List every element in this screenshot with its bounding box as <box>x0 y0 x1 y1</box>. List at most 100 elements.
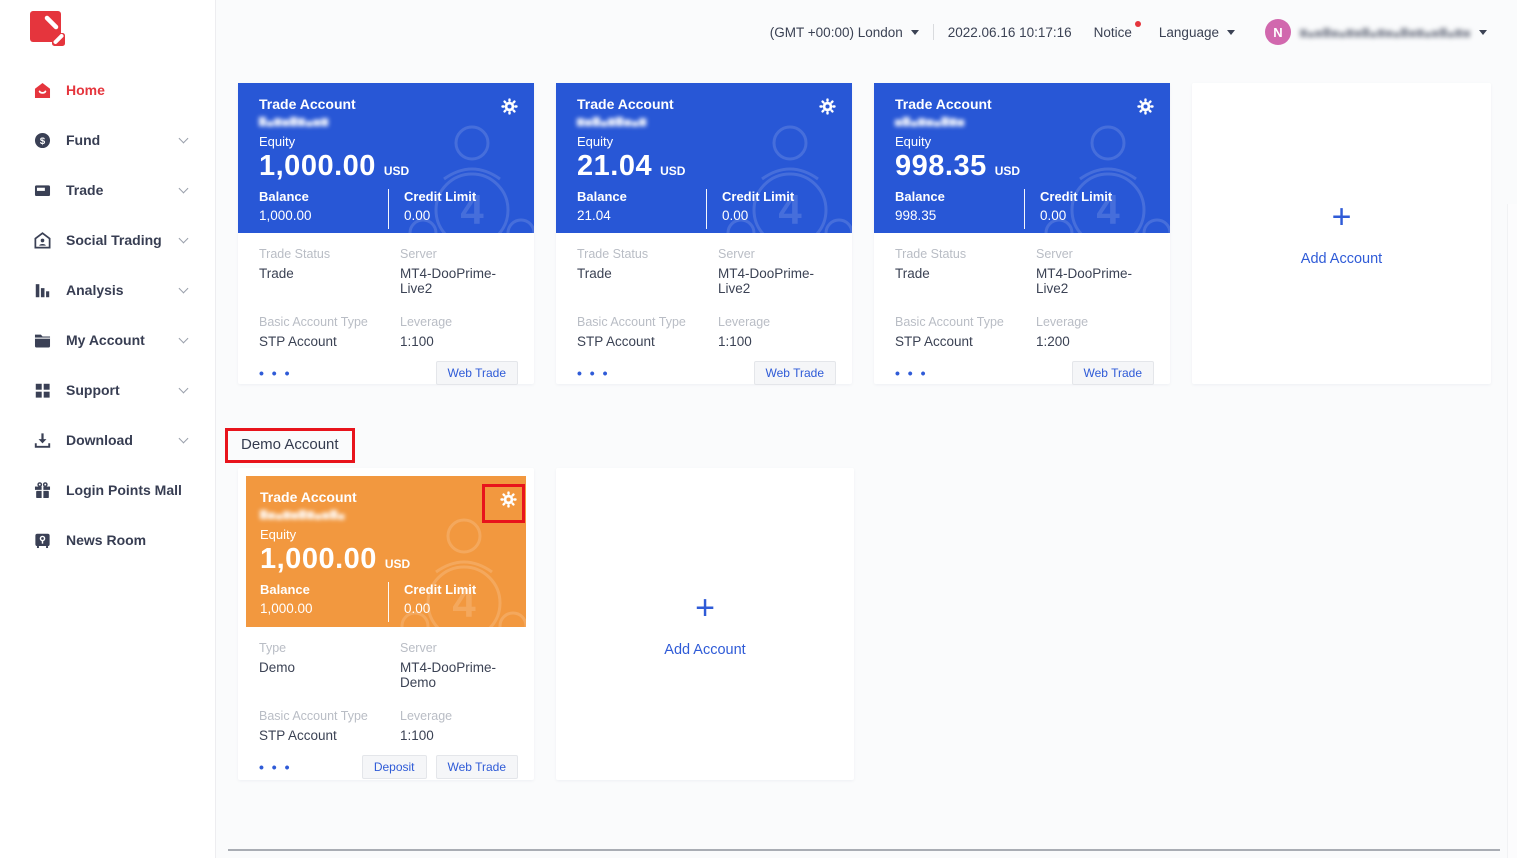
caret-down-icon <box>910 30 919 36</box>
balance-value: 1,000.00 <box>260 601 313 616</box>
chevron-down-icon <box>178 283 189 293</box>
detail-value: 1:100 <box>718 334 752 349</box>
more-options-button[interactable]: • • • <box>259 759 292 775</box>
detail-value: MT4-DooPrime-Live2 <box>400 266 497 296</box>
detail-value: Trade <box>577 266 612 281</box>
balance-value: 21.04 <box>577 208 611 223</box>
equity-label: Equity <box>259 134 296 149</box>
detail-label: Leverage <box>400 315 453 329</box>
support-icon <box>32 380 52 400</box>
masked-account-number: ▇▅▄▆▅▇▆▄▅▇▄ <box>260 509 346 519</box>
detail-label: Server <box>400 641 437 655</box>
sidebar-item-fund[interactable]: $ Fund <box>0 115 215 165</box>
settings-gear-icon[interactable] <box>1137 98 1154 115</box>
equity-label: Equity <box>260 527 297 542</box>
credit-limit-label: Credit Limit <box>404 582 477 597</box>
vertical-scrollbar[interactable] <box>1507 204 1517 858</box>
notice-button[interactable]: Notice <box>1093 20 1141 40</box>
sidebar-item-label: My Account <box>66 332 145 348</box>
chevron-down-icon <box>178 183 189 193</box>
detail-label: Leverage <box>400 709 453 723</box>
card-header: 4 Trade Account ▇▄▆▅▇▆▄▅▆ Equity 1,000.0… <box>238 83 534 233</box>
settings-gear-icon[interactable] <box>501 98 518 115</box>
balance-value: 1,000.00 <box>259 208 312 223</box>
sidebar-item-login-points-mall[interactable]: Login Points Mall <box>0 465 215 515</box>
settings-gear-icon[interactable] <box>500 491 517 508</box>
divider <box>388 582 389 622</box>
timezone-selector[interactable]: (GMT +00:00) London <box>770 25 919 40</box>
detail-value: STP Account <box>259 728 337 743</box>
balance-label: Balance <box>895 189 945 204</box>
sidebar-item-trade[interactable]: Trade <box>0 165 215 215</box>
sidebar-item-social-trading[interactable]: Social Trading <box>0 215 215 265</box>
currency-label: USD <box>994 164 1021 178</box>
more-options-button[interactable]: • • • <box>577 365 610 381</box>
live-accounts-row: 4 Trade Account ▇▄▆▅▇▆▄▅▆ Equity 1,000.0… <box>238 83 1491 385</box>
language-selector[interactable]: Language <box>1159 25 1235 40</box>
topbar: (GMT +00:00) London 2022.06.16 10:17:16 … <box>216 0 1487 64</box>
avatar-initial: N <box>1273 24 1283 40</box>
equity-value: 1,000.00 <box>260 543 377 575</box>
detail-label: Server <box>1036 247 1073 261</box>
sidebar-nav: Home $ Fund Trade Social Trading <box>0 65 215 565</box>
demo-account-section-title: Demo Account <box>241 436 339 453</box>
more-options-button[interactable]: • • • <box>259 365 292 381</box>
detail-label: Leverage <box>718 315 771 329</box>
sidebar-item-download[interactable]: Download <box>0 415 215 465</box>
caret-down-icon <box>1226 30 1235 36</box>
sidebar-item-my-account[interactable]: My Account <box>0 315 215 365</box>
more-options-button[interactable]: • • • <box>895 365 928 381</box>
card-title: Trade Account <box>260 489 357 505</box>
credit-limit-label: Credit Limit <box>1040 189 1113 204</box>
notification-dot <box>1134 20 1141 27</box>
svg-text:$: $ <box>39 136 45 147</box>
credit-limit-value: 0.00 <box>722 208 749 223</box>
avatar[interactable]: N <box>1264 19 1291 45</box>
divider <box>1024 189 1025 229</box>
deposit-button[interactable]: Deposit <box>361 755 427 779</box>
trade-account-card-3: 4 Trade Account ▅▇▄▆▅▄▇▆▅ Equity 998.35 … <box>874 83 1170 385</box>
divider <box>388 189 389 229</box>
sidebar-item-news-room[interactable]: News Room <box>0 515 215 565</box>
add-demo-account-card[interactable]: + Add Account <box>556 468 854 780</box>
sidebar-item-home[interactable]: Home <box>0 65 215 115</box>
web-trade-button[interactable]: Web Trade <box>435 361 518 385</box>
social-trading-icon <box>32 230 52 250</box>
detail-value: 1:200 <box>1036 334 1070 349</box>
detail-label: Basic Account Type <box>895 315 1004 329</box>
card-title: Trade Account <box>895 96 992 112</box>
chevron-down-icon <box>178 333 189 343</box>
divider <box>706 189 707 229</box>
settings-gear-icon[interactable] <box>819 98 836 115</box>
detail-label: Server <box>400 247 437 261</box>
balance-label: Balance <box>260 582 310 597</box>
sidebar: Home $ Fund Trade Social Trading <box>0 0 216 858</box>
sidebar-item-analysis[interactable]: Analysis <box>0 265 215 315</box>
add-account-label: Add Account <box>1300 251 1383 267</box>
chevron-down-icon <box>178 133 189 143</box>
web-trade-button[interactable]: Web Trade <box>753 361 836 385</box>
trade-icon <box>32 180 52 200</box>
credit-limit-value: 0.00 <box>404 208 431 223</box>
timezone-label: (GMT +00:00) London <box>769 24 903 40</box>
detail-value: STP Account <box>577 334 655 349</box>
sidebar-item-label: Home <box>66 82 105 98</box>
detail-label: Basic Account Type <box>259 709 368 723</box>
detail-label: Trade Status <box>895 247 967 261</box>
card-title: Trade Account <box>577 96 674 112</box>
download-icon <box>32 430 52 450</box>
web-trade-button[interactable]: Web Trade <box>1071 361 1154 385</box>
sidebar-item-support[interactable]: Support <box>0 365 215 415</box>
detail-label: Basic Account Type <box>259 315 368 329</box>
gift-icon <box>32 480 52 500</box>
web-trade-button[interactable]: Web Trade <box>435 755 518 779</box>
notice-label: Notice <box>1093 24 1132 40</box>
add-account-card[interactable]: + Add Account <box>1192 83 1491 384</box>
username-masked[interactable]: ▆▄▅▇▅▄▆▅▇▄▆▅▄▇▅▆▄▅▇▄▆▅ <box>1299 26 1471 37</box>
masked-account-number: ▆▅▇▄▆▇▅▄▆ <box>577 116 648 126</box>
detail-value: MT4-DooPrime-Live2 <box>718 266 815 296</box>
home-icon <box>32 80 52 100</box>
trade-account-card-2: 4 Trade Account ▆▅▇▄▆▇▅▄▆ Equity 21.04 U… <box>556 83 852 385</box>
detail-value: MT4-DooPrime-Demo <box>400 660 497 690</box>
brand-logo-icon[interactable] <box>30 11 68 50</box>
